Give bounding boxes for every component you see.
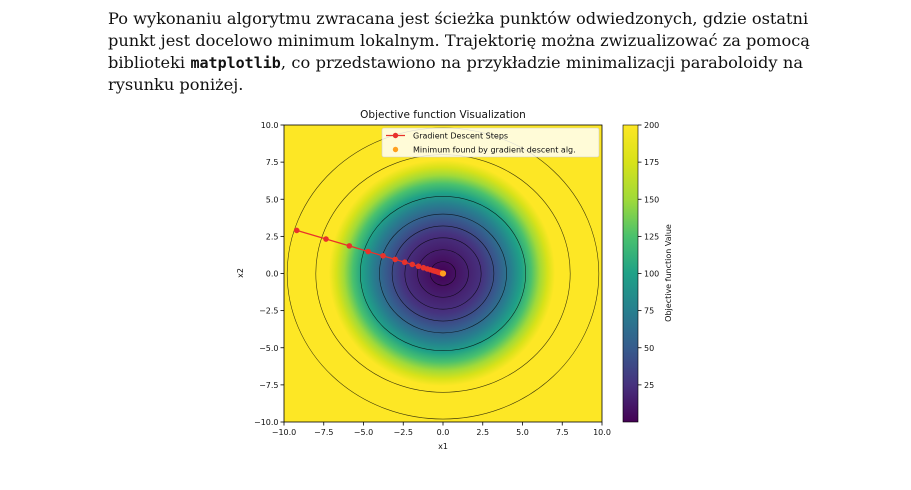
gradient-step-point-4: [380, 253, 386, 259]
paragraph-line-3: biblioteki matplotlib, co przedstawiono …: [108, 52, 803, 74]
legend-entry-steps: Gradient Descent Steps: [413, 132, 508, 141]
data-points: [293, 227, 447, 277]
colorbar-tick-label-6: 175: [644, 158, 659, 167]
inline-code: matplotlib: [190, 54, 281, 72]
colorbar-label: Objective function Value: [664, 224, 673, 322]
colorbar-tick-label-1: 50: [644, 344, 654, 353]
chart-title: Objective function Visualization: [360, 109, 526, 121]
y-axis-label: x2: [236, 268, 245, 278]
legend-step-marker: [392, 132, 399, 139]
gradient-step-point-5: [392, 256, 398, 263]
contour-line-3: [391, 225, 495, 322]
contour-line-5: [360, 195, 526, 352]
gradient-step-point-3: [365, 248, 371, 255]
legend-box: [381, 127, 600, 158]
y-tick-label-8: 10.0: [261, 121, 279, 130]
colorbar-tick-label-2: 75: [644, 307, 654, 316]
x-tick-label-2: −5.0: [354, 428, 373, 437]
x-tick-label-5: 2.5: [476, 428, 489, 437]
x-axis: −10.0 −7.5 −5.0 −2.5 0.0 2.5 5.0 7.5 10.0: [272, 422, 611, 437]
legend-minimum-marker: [392, 146, 399, 153]
x-tick-label-7: 7.5: [556, 428, 569, 437]
y-axis: −10.0 −7.5 −5.0 −2.5 0.0 2.5 5.0 7.5 10.0: [254, 121, 284, 427]
y-tick-label-7: 7.5: [266, 158, 279, 167]
line-3-start: biblioteki: [108, 53, 191, 72]
gradient-step-point-8: [415, 263, 422, 270]
contour-line-4: [379, 213, 507, 334]
y-tick-label-2: −5.0: [259, 344, 278, 353]
paragraph-line-1: Po wykonaniu algorytmu zwracana jest ści…: [108, 9, 809, 28]
y-tick-label-4: 0.0: [266, 270, 279, 279]
paragraph-line-2: punkt jest docelowo minimum lokalnym. Tr…: [108, 31, 810, 50]
y-tick-label-1: −7.5: [259, 381, 278, 390]
x-tick-label-0: −10.0: [272, 428, 297, 437]
colorbar-ticks: 25 50 75 100 125 150 175 200: [638, 121, 659, 390]
x-tick-label-4: 0.0: [437, 428, 450, 437]
legend: Gradient Descent Steps Minimum found by …: [381, 127, 600, 158]
colorbar-tick-label-4: 125: [644, 232, 659, 241]
gradient-step-point-1: [323, 236, 329, 242]
gradient-step-point-7: [409, 261, 416, 268]
x-tick-label-3: −2.5: [394, 428, 413, 437]
y-tick-label-5: 2.5: [266, 232, 279, 241]
colorbar-tick-label-5: 150: [644, 195, 659, 204]
minimum-point-0: [439, 270, 447, 277]
x-tick-label-8: 10.0: [593, 428, 611, 437]
colorbar-tick-label-3: 100: [644, 270, 659, 279]
x-axis-label: x1: [438, 442, 448, 451]
paragraph-line-4: rysunku poniżej.: [108, 75, 244, 94]
gradient-step-point-0: [293, 227, 300, 234]
colorbar-tick-label-7: 200: [644, 121, 659, 130]
x-tick-label-6: 5.0: [516, 428, 529, 437]
gradient-step-point-2: [346, 243, 353, 249]
y-tick-label-3: −2.5: [259, 307, 278, 316]
gradient-step-point-6: [401, 259, 408, 266]
legend-entry-minimum: Minimum found by gradient descent alg.: [413, 146, 576, 155]
y-tick-label-6: 5.0: [266, 195, 279, 204]
colorbar: [622, 124, 639, 423]
line-3-end: , co przedstawiono na przykładzie minima…: [280, 53, 803, 72]
x-tick-label-1: −7.5: [314, 428, 333, 437]
contour-line-1: [417, 249, 469, 298]
y-tick-label-0: −10.0: [254, 418, 279, 427]
contour-line-2: [404, 237, 482, 310]
paragraph: Po wykonaniu algorytmu zwracana jest ści…: [108, 8, 810, 96]
contour-line-0: [429, 261, 457, 286]
colorbar-tick-label-0: 25: [644, 381, 654, 390]
